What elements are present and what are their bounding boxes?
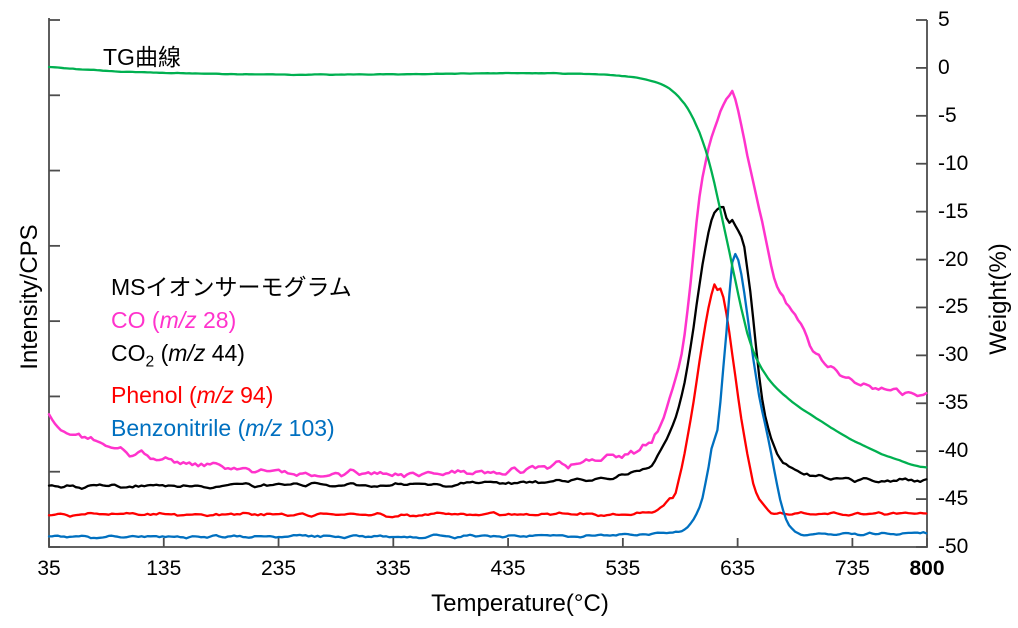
- right-tick-label: -20: [938, 247, 969, 271]
- right-tick-label: -5: [938, 103, 957, 127]
- x-tick-label: 635: [720, 557, 756, 580]
- legend-text-segment: 44): [205, 340, 245, 366]
- left-axis-title: Intensity/CPS: [16, 224, 43, 370]
- right-axis-title: Weight(%): [985, 243, 1012, 355]
- right-tick-label: 0: [938, 55, 950, 79]
- x-tick-label: 35: [37, 557, 61, 580]
- right-tick-label: -40: [938, 439, 969, 463]
- legend-text-segment: Benzonitrile (: [111, 414, 246, 441]
- right-tick-label: -15: [938, 199, 969, 223]
- legend-text-segment: m/z: [245, 414, 283, 441]
- legend-text-segment: Phenol (: [111, 381, 197, 408]
- x-tick-label: 735: [834, 557, 870, 580]
- legend-text-segment: CO (: [111, 307, 160, 333]
- right-tick-label: 5: [938, 8, 950, 31]
- right-tick-label: -30: [938, 343, 969, 367]
- legend-text-segment: m/z: [196, 381, 234, 408]
- legend-item-ms-ion-thermogram-title: MSイオンサーモグラム: [111, 271, 352, 304]
- benzonitrile-line: [47, 252, 928, 540]
- phenol-line: [47, 283, 928, 519]
- x-tick-label: 435: [490, 557, 526, 580]
- legend-item-co2: CO2 (m/z 44): [111, 337, 352, 379]
- x-tick-label: 335: [375, 557, 411, 580]
- co2-line: [47, 205, 928, 490]
- legend-item-benzonitrile: Benzonitrile (m/z 103): [111, 412, 352, 445]
- x-tick-label: 235: [261, 557, 297, 580]
- legend-text-segment: 28): [196, 307, 237, 333]
- x-tick-label: 535: [605, 557, 641, 580]
- legend-text-segment: 2: [145, 353, 155, 371]
- legend-text-segment: CO: [111, 340, 146, 366]
- legend: MSイオンサーモグラム CO (m/z 28) CO2 (m/z 44) Phenol…: [111, 271, 352, 445]
- co-line: [47, 89, 928, 479]
- right-tick-label: -35: [938, 391, 969, 415]
- legend-text-segment: 103): [282, 414, 335, 441]
- right-tick-label: -45: [938, 487, 969, 511]
- right-tick-label: -50: [938, 535, 969, 558]
- right-tick-label: -10: [938, 151, 969, 175]
- legend-text-segment: (: [154, 340, 169, 366]
- legend-text-segment: m/z: [159, 307, 197, 333]
- legend-text-segment: 94): [233, 381, 274, 408]
- x-tick-label: 800: [909, 557, 945, 580]
- legend-item-phenol: Phenol (m/z 94): [111, 379, 352, 412]
- tg-curve-label: TG曲線: [103, 44, 181, 70]
- axes-frame: [48, 18, 928, 548]
- tg-curve-line: [47, 65, 928, 469]
- x-axis-title: Temperature(°C): [431, 590, 609, 617]
- x-tick-label: 135: [146, 557, 182, 580]
- legend-item-co: CO (m/z 28): [111, 304, 352, 337]
- right-tick-label: -25: [938, 295, 969, 319]
- legend-text-segment: m/z: [168, 340, 206, 366]
- legend-text-segment: MSイオンサーモグラム: [111, 274, 352, 300]
